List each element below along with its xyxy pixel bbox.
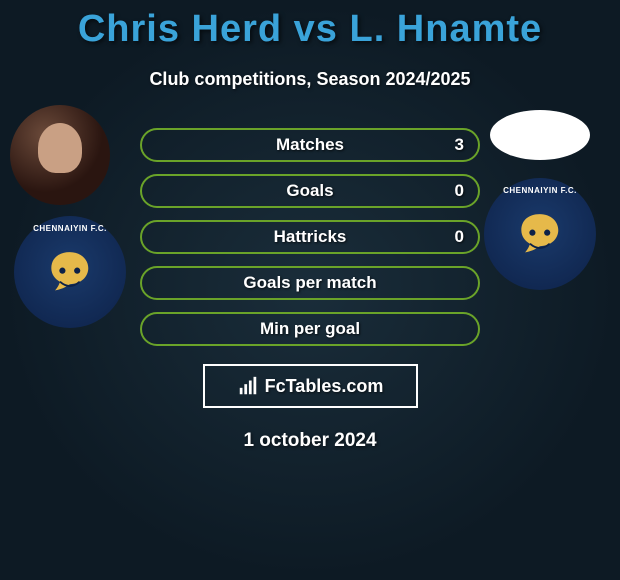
stat-right-value: 0 (455, 181, 464, 201)
brand-text: FcTables.com (265, 376, 384, 397)
stat-label: Matches (276, 135, 344, 155)
subtitle: Club competitions, Season 2024/2025 (0, 69, 620, 90)
date-text: 1 october 2024 (0, 430, 620, 452)
stats-list: Matches 3 Goals 0 Hattricks 0 Goals per … (140, 128, 480, 346)
page-title: Chris Herd vs L. Hnamte (0, 0, 620, 51)
stat-row: Goals 0 (140, 174, 480, 208)
club-logo-left (14, 216, 126, 328)
stat-row: Goals per match (140, 266, 480, 300)
stat-row: Hattricks 0 (140, 220, 480, 254)
stat-label: Min per goal (260, 319, 360, 339)
stat-right-value: 3 (455, 135, 464, 155)
player-left-avatar (10, 105, 110, 205)
stat-row: Min per goal (140, 312, 480, 346)
stat-label: Hattricks (274, 227, 347, 247)
chart-icon (237, 375, 259, 397)
stat-label: Goals (286, 181, 333, 201)
brand-box: FcTables.com (203, 364, 418, 408)
player-right-avatar (490, 110, 590, 160)
stat-label: Goals per match (243, 273, 376, 293)
stat-row: Matches 3 (140, 128, 480, 162)
stat-right-value: 0 (455, 227, 464, 247)
club-logo-right (484, 178, 596, 290)
